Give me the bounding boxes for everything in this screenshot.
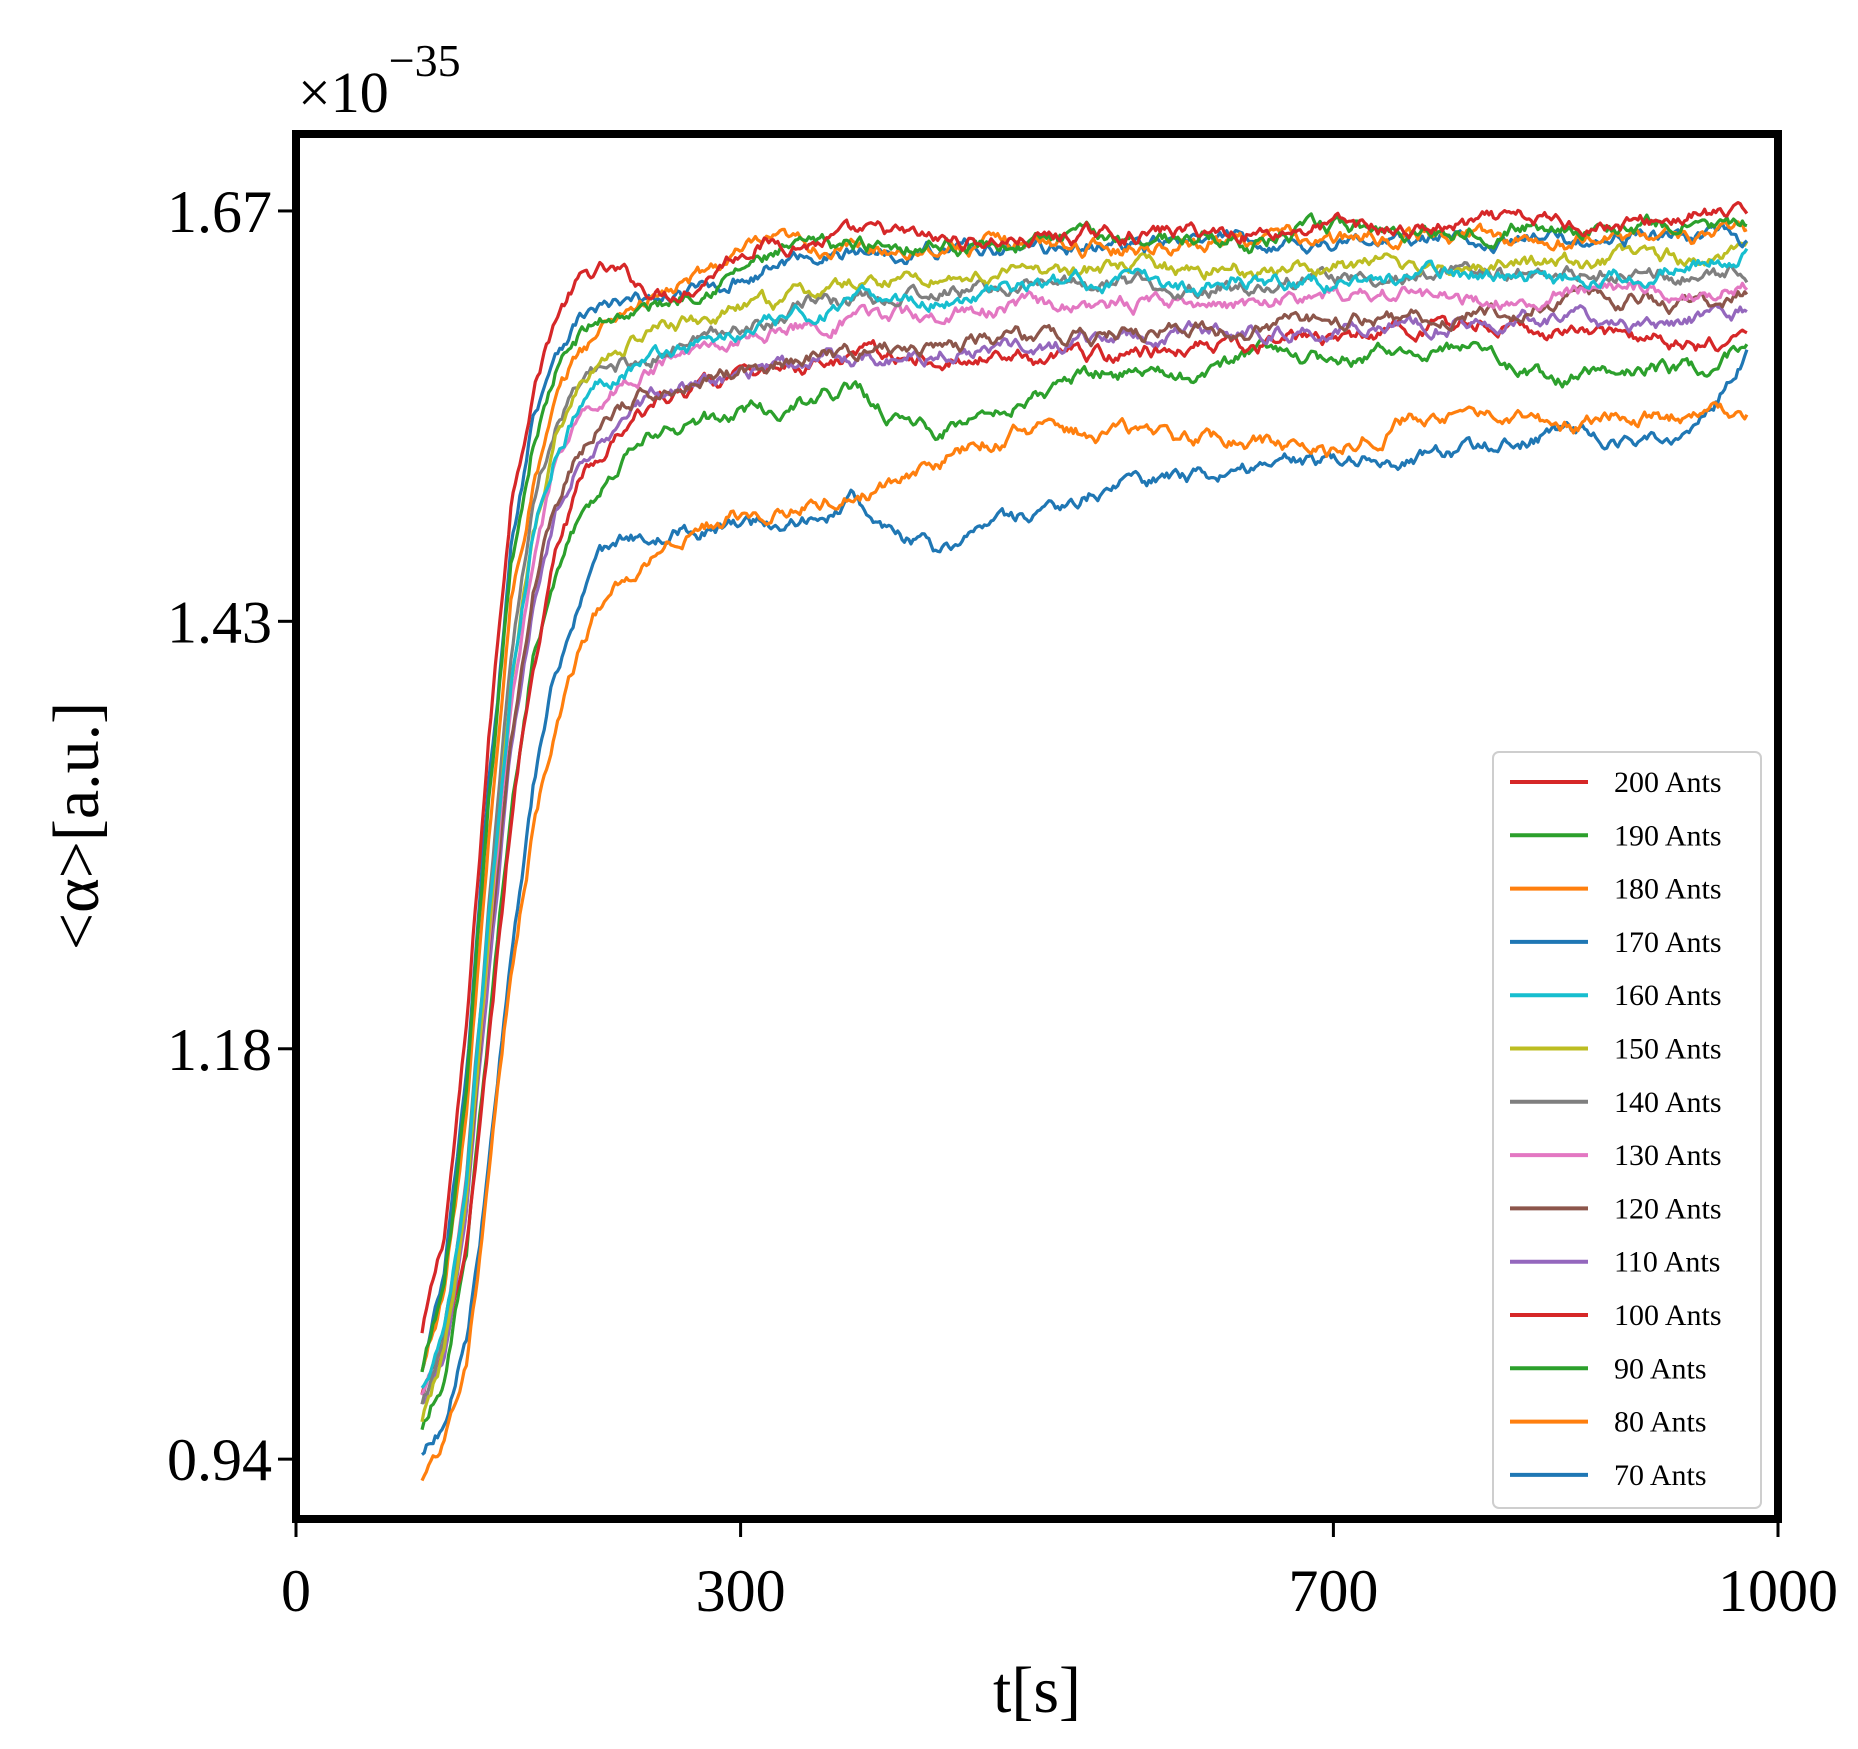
legend: 200 Ants 190 Ants 180 Ants 170 Ants 160 Ants… [1492, 751, 1762, 1509]
x-axis-title: t[s] [993, 1654, 1081, 1727]
legend-label: 200 Ants [1614, 766, 1722, 799]
x-axis: 0 300 700 1000 [281, 1523, 1838, 1624]
legend-label: 120 Ants [1614, 1192, 1722, 1225]
y-tick-label: 1.43 [167, 589, 272, 655]
x-tick-label: 700 [1288, 1558, 1378, 1624]
series-line-100-ants [420, 314, 1748, 1395]
legend-label: 160 Ants [1614, 979, 1722, 1012]
series-layer [420, 201, 1749, 1482]
legend-label: 140 Ants [1614, 1086, 1722, 1119]
x-tick-label: 0 [281, 1558, 311, 1624]
series-line-120-ants [420, 284, 1749, 1396]
legend-label: 70 Ants [1614, 1459, 1707, 1492]
series-line-160-ants [420, 247, 1749, 1389]
series-line-90-ants [420, 338, 1749, 1431]
y-axis-exponent: ×10−35 [298, 35, 461, 125]
series-line-150-ants [420, 240, 1749, 1423]
legend-label: 190 Ants [1614, 819, 1722, 852]
y-axis: 0.94 1.18 1.43 1.67 [167, 179, 292, 1493]
legend-box [1492, 751, 1762, 1509]
x-tick-label: 1000 [1718, 1558, 1838, 1624]
legend-label: 180 Ants [1614, 873, 1722, 906]
y-tick-label: 0.94 [167, 1427, 272, 1493]
legend-label: 130 Ants [1614, 1139, 1722, 1172]
legend-label: 110 Ants [1614, 1246, 1720, 1279]
series-line-80-ants [420, 401, 1749, 1482]
y-axis-title: <α>[a.u.] [40, 702, 113, 950]
legend-label: 170 Ants [1614, 926, 1722, 959]
legend-label: 150 Ants [1614, 1033, 1722, 1066]
y-tick-label: 1.18 [167, 1017, 272, 1083]
series-line-70-ants [421, 349, 1749, 1456]
y-tick-label: 1.67 [167, 179, 272, 245]
series-line-130-ants [420, 280, 1749, 1396]
plot-frame [292, 130, 1782, 1523]
legend-label: 90 Ants [1614, 1352, 1707, 1385]
legend-label: 100 Ants [1614, 1299, 1722, 1332]
x-tick-label: 300 [696, 1558, 786, 1624]
legend-label: 80 Ants [1614, 1406, 1707, 1439]
series-line-200-ants [420, 201, 1749, 1334]
